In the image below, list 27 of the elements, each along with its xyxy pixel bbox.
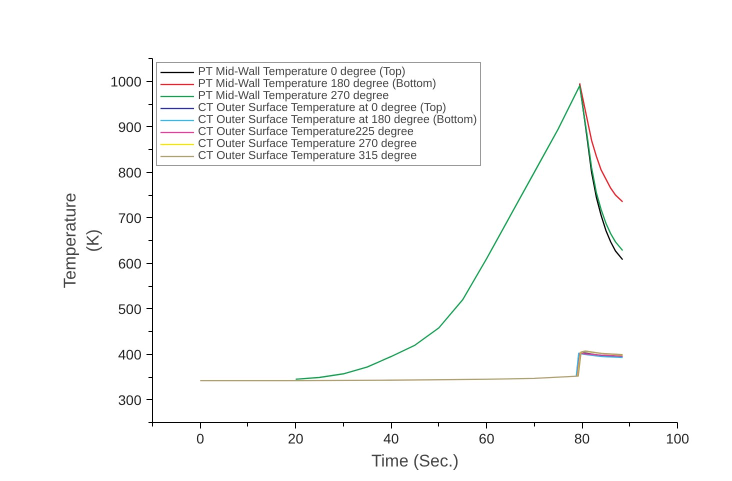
y-axis-title: Temperature (K)	[60, 192, 102, 288]
y-tick-label: 400	[118, 346, 142, 362]
y-tick-label: 500	[118, 300, 142, 317]
line-series	[579, 82, 624, 202]
x-axis-title: Time (Sec.)	[371, 452, 459, 470]
legend-label: CT Outer Surface Temperature 315 degree	[198, 150, 417, 162]
y-tick-label: 1000	[110, 73, 142, 90]
legend-label: PT Mid-Wall Temperature 180 degree (Bottom)	[198, 78, 436, 90]
x-tick-label: 100	[666, 430, 690, 446]
x-tick-label: 80	[574, 430, 590, 446]
y-tick-label: 600	[118, 255, 142, 272]
legend-label: CT Outer Surface Temperature at 180 degree (Bottom)	[198, 114, 477, 126]
y-tick-label: 300	[118, 392, 142, 408]
legend-label: PT Mid-Wall Temperature 0 degree (Top)	[198, 66, 406, 78]
y-tick-label: 800	[118, 164, 142, 180]
x-tick-label: 60	[478, 430, 495, 446]
x-tick-label: 40	[383, 430, 400, 446]
line-series	[579, 82, 624, 260]
legend-label: CT Outer Surface Temperature225 degree	[198, 126, 414, 138]
y-tick-label: 900	[118, 118, 142, 135]
legend-label: PT Mid-Wall Temperature 270 degree	[198, 90, 389, 102]
x-tick-label: 20	[288, 430, 304, 446]
y-tick-label: 700	[118, 210, 142, 226]
legend-label: CT Outer Surface Temperature at 0 degree (Top)	[198, 102, 446, 114]
legend-label: CT Outer Surface Temperature 270 degree	[198, 138, 417, 150]
line-series	[200, 350, 624, 382]
x-tick-label: 0	[196, 430, 204, 446]
